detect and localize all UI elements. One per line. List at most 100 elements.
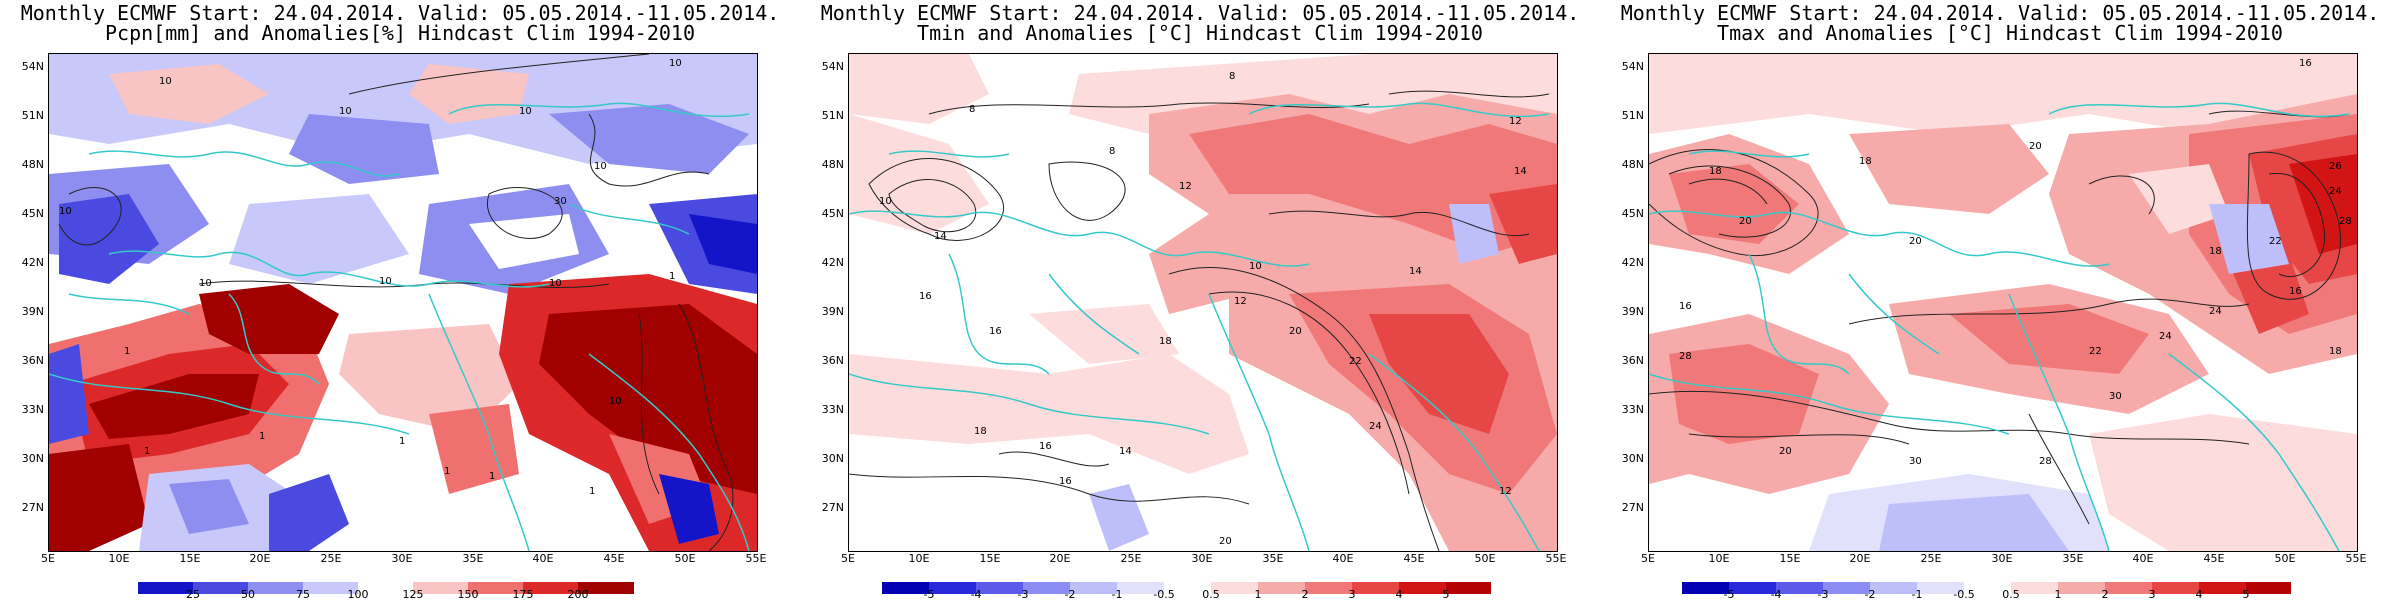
lat-label: 51N [821,109,844,122]
lat-label: 45N [21,207,44,220]
tmax-anomaly-field: 16 18 18 20 20 24 26 28 22 18 16 24 22 2… [1649,54,2357,551]
colorbar-label: -0.5 [1953,588,1975,601]
lon-label: 5E [841,552,855,565]
contour-label: 20 [1289,326,1302,337]
lon-label: 25E [1920,552,1942,565]
contour-label: 24 [2159,331,2172,342]
contour-label: 12 [1509,116,1522,127]
colorbar-segment [1352,582,1399,594]
colorbar-segment [2058,582,2105,594]
contour-label: 14 [1119,446,1132,457]
tmin-map: 8 8 8 10 12 12 14 14 10 16 16 18 18 16 1… [848,53,1558,552]
contour-label: 30 [554,196,567,207]
colorbar-label: -5 [923,588,935,601]
lon-label: 30E [1991,552,2013,565]
colorbar-label: 3 [2148,588,2156,601]
colorbar-segment [193,582,248,594]
contour-label: 20 [1739,216,1752,227]
contour-label: 16 [919,291,932,302]
contour-label: 18 [974,426,987,437]
colorbar-segment [2246,582,2291,594]
colorbar-label: 5 [1442,588,1450,601]
contour-label: 10 [609,396,622,407]
lon-label: 10E [108,552,130,565]
lon-label: 25E [1120,552,1142,565]
lon-label: 45E [603,552,625,565]
lat-label: 51N [1621,109,1644,122]
colorbar-label: 50 [241,588,255,601]
lon-label: 15E [1779,552,1801,565]
lat-label: 48N [21,158,44,171]
lon-label: 40E [2132,552,2154,565]
colorbar-segment [1446,582,1491,594]
contour-label: 30 [1909,456,1922,467]
contour-label: 16 [1039,441,1052,452]
colorbar-label: 0.5 [1202,588,1220,601]
contour-label: 18 [2209,246,2222,257]
lat-label: 42N [821,256,844,269]
lat-label: 33N [21,403,44,416]
lat-label: 54N [1621,60,1644,73]
lon-label: 30E [391,552,413,565]
colorbar-segment [1211,582,1258,594]
colorbar-label: 2 [2101,588,2109,601]
lon-label: 50E [2274,552,2296,565]
lat-label: 42N [21,256,44,269]
contour-label: 12 [1234,296,1247,307]
colorbar-label: -2 [1864,588,1876,601]
lat-label: 48N [821,158,844,171]
contour-label: 10 [339,106,352,117]
contour-label: 20 [2029,141,2042,152]
lat-label: 45N [821,207,844,220]
lon-label: 20E [249,552,271,565]
lat-label: 36N [1621,354,1644,367]
colorbar-label: 5 [2242,588,2250,601]
tmax-colorbar [1682,582,2291,594]
colorbar-segment [2011,582,2058,594]
contour-label: 10 [879,196,892,207]
lat-label: 54N [21,60,44,73]
contour-label: 10 [199,278,212,289]
colorbar-label: 175 [512,588,534,601]
colorbar-label: -2 [1064,588,1076,601]
lat-label: 27N [821,501,844,514]
contour-label: 14 [1514,166,1527,177]
contour-label: 10 [379,276,392,287]
contour-label: 1 [399,436,405,447]
lat-label: 39N [821,305,844,318]
panel-title-line1: Monthly ECMWF Start: 24.04.2014. Valid: … [20,1,780,25]
colorbar-label: 125 [402,588,424,601]
lon-label: 10E [908,552,930,565]
colorbar-segment [1729,582,1776,594]
colorbar-label: 0.5 [2002,588,2020,601]
colorbar-label: -3 [1817,588,1829,601]
lat-label: 42N [1621,256,1644,269]
tmax-panel: Monthly ECMWF Start: 24.04.2014. Valid: … [1600,0,2400,601]
colorbar-label: 75 [296,588,310,601]
contour-label: 16 [2289,286,2302,297]
contour-label: 10 [549,278,562,289]
lon-label: 15E [179,552,201,565]
contour-label: 16 [1059,476,1072,487]
contour-label: 1 [144,446,150,457]
contour-label: 22 [1349,356,1362,367]
lat-label: 33N [1621,403,1644,416]
precip-map: 10 10 10 10 10 10 10 10 10 30 1 1 1 1 1 … [48,53,758,552]
contour-label: 16 [2299,58,2312,69]
lon-label: 5E [1641,552,1655,565]
tmin-colorbar [882,582,1491,594]
contour-label: 1 [489,471,495,482]
lon-label: 35E [1262,552,1284,565]
tmin-panel: Monthly ECMWF Start: 24.04.2014. Valid: … [800,0,1600,601]
contour-label: 20 [1219,536,1232,547]
lat-label: 45N [1621,207,1644,220]
colorbar-label: 2 [1301,588,1309,601]
colorbar-segment [358,582,413,594]
contour-label: 16 [1679,301,1692,312]
contour-label: 16 [989,326,1002,337]
contour-label: 10 [669,58,682,69]
lon-label: 10E [1708,552,1730,565]
lat-label: 36N [21,354,44,367]
colorbar-segment [1399,582,1446,594]
colorbar-segment [1117,582,1164,594]
